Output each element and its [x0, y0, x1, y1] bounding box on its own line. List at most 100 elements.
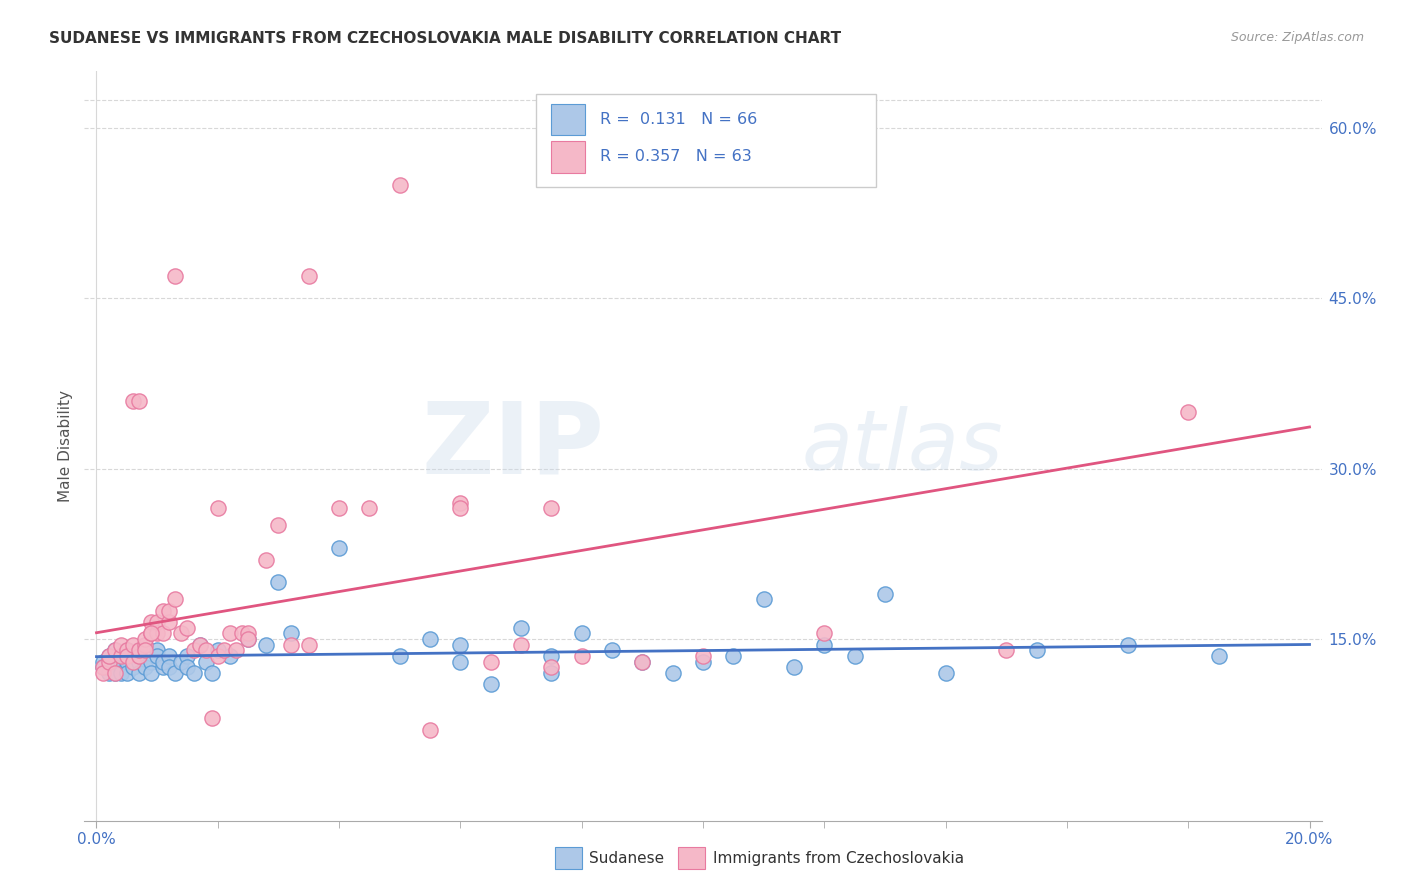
Point [388, 178, 411, 192]
Point [280, 638, 302, 652]
Point [134, 638, 156, 652]
Point [165, 666, 187, 681]
Point [236, 632, 259, 646]
Point [157, 648, 180, 663]
Point [183, 666, 205, 681]
Point [540, 501, 562, 516]
Point [188, 638, 211, 652]
Bar [551, 103, 585, 135]
Point [449, 638, 471, 652]
Point [510, 621, 533, 635]
Point [97, 648, 120, 663]
Point [146, 643, 169, 657]
Point [110, 660, 132, 674]
Point [157, 660, 180, 674]
Point [813, 638, 835, 652]
Point [1116, 638, 1139, 652]
Bar [678, 847, 706, 870]
Point [122, 655, 145, 669]
Point [540, 660, 562, 674]
Point [110, 648, 132, 663]
Point [134, 660, 156, 674]
Point [115, 655, 138, 669]
Point [139, 655, 162, 669]
Point [449, 496, 471, 510]
Point [236, 632, 259, 646]
Point [157, 604, 180, 618]
Point [328, 501, 350, 516]
Point [139, 626, 162, 640]
Point [479, 677, 502, 691]
Point [157, 615, 180, 629]
Point [165, 268, 187, 283]
Point [631, 655, 654, 669]
Point [661, 666, 683, 681]
Point [1208, 648, 1230, 663]
Point [419, 632, 441, 646]
Bar [551, 141, 585, 172]
Point [128, 393, 150, 408]
Point [225, 643, 247, 657]
Point [540, 666, 562, 681]
Point [183, 643, 205, 657]
Point [1177, 405, 1199, 419]
Point [152, 655, 174, 669]
Point [219, 648, 242, 663]
Text: Source: ZipAtlas.com: Source: ZipAtlas.com [1230, 31, 1364, 45]
Point [201, 711, 224, 725]
Point [449, 501, 471, 516]
Point [115, 648, 138, 663]
Point [844, 648, 866, 663]
Point [236, 626, 259, 640]
Point [813, 626, 835, 640]
Point [146, 615, 169, 629]
Point [104, 643, 127, 657]
Point [128, 643, 150, 657]
Point [723, 648, 745, 663]
FancyBboxPatch shape [536, 94, 876, 187]
Point [139, 626, 162, 640]
Point [692, 655, 714, 669]
Point [176, 621, 198, 635]
Point [110, 666, 132, 681]
Point [298, 268, 321, 283]
Point [359, 501, 381, 516]
Text: R = 0.357   N = 63: R = 0.357 N = 63 [600, 149, 752, 164]
Y-axis label: Male Disability: Male Disability [58, 390, 73, 502]
Point [91, 660, 114, 674]
Point [139, 615, 162, 629]
Point [188, 638, 211, 652]
Point [122, 660, 145, 674]
Point [783, 660, 806, 674]
Point [110, 638, 132, 652]
Point [388, 648, 411, 663]
Point [419, 723, 441, 737]
Point [91, 655, 114, 669]
Point [91, 666, 114, 681]
Point [122, 648, 145, 663]
Point [540, 648, 562, 663]
Point [449, 655, 471, 669]
Point [128, 655, 150, 669]
Point [298, 638, 321, 652]
Point [212, 643, 235, 657]
Point [207, 643, 229, 657]
Point [122, 638, 145, 652]
Point [600, 643, 623, 657]
Point [267, 518, 290, 533]
Point [104, 655, 127, 669]
Point [104, 666, 127, 681]
Point [139, 666, 162, 681]
Text: atlas: atlas [801, 406, 1004, 486]
Point [571, 626, 593, 640]
Point [104, 643, 127, 657]
Point [207, 501, 229, 516]
Point [110, 648, 132, 663]
Point [692, 648, 714, 663]
Point [128, 666, 150, 681]
Text: R =  0.131   N = 66: R = 0.131 N = 66 [600, 112, 758, 127]
Bar [554, 847, 582, 870]
Point [97, 655, 120, 669]
Point [254, 552, 277, 566]
Text: SUDANESE VS IMMIGRANTS FROM CZECHOSLOVAKIA MALE DISABILITY CORRELATION CHART: SUDANESE VS IMMIGRANTS FROM CZECHOSLOVAK… [49, 31, 841, 46]
